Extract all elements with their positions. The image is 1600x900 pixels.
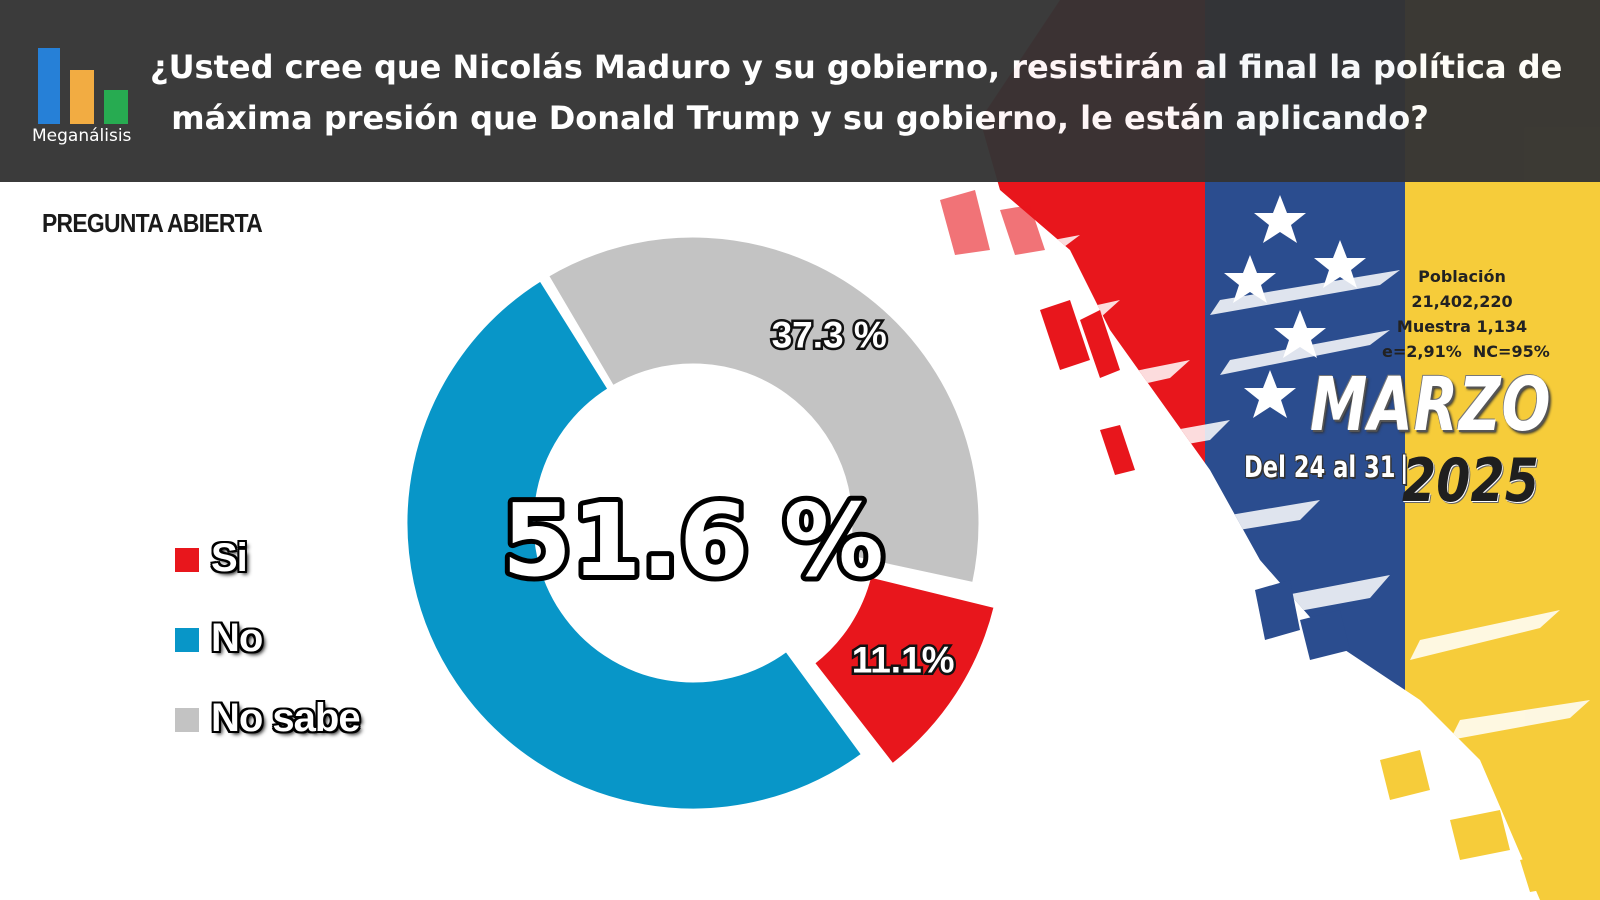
question-title: ¿Usted cree que Nicolás Maduro y su gobi… bbox=[150, 42, 1563, 144]
donut-segment-si bbox=[811, 574, 998, 767]
survey-month: MARZO bbox=[1310, 362, 1552, 448]
star-icon bbox=[1224, 255, 1276, 303]
survey-info: Población 21,402,220 Muestra 1,134 e=2,9… bbox=[1382, 264, 1550, 364]
center-label-no: 51.6 % bbox=[502, 482, 884, 599]
stars-group bbox=[1224, 195, 1366, 418]
brush-stroke bbox=[1410, 610, 1560, 660]
survey-dates: Del 24 al 31 | bbox=[1244, 450, 1408, 484]
logo-bar-blue bbox=[38, 48, 60, 124]
bar-chart-logo-icon: Meganálisis bbox=[30, 40, 140, 150]
question-line-1: ¿Usted cree que Nicolás Maduro y su gobi… bbox=[150, 48, 1563, 86]
donut-segment-no bbox=[404, 277, 865, 812]
star-icon bbox=[1244, 370, 1296, 418]
logo-text: Meganálisis bbox=[32, 126, 132, 146]
population-label: Población bbox=[1418, 267, 1506, 286]
header-bar: Meganálisis ¿Usted cree que Nicolás Madu… bbox=[0, 0, 1600, 182]
logo-bar-orange bbox=[70, 70, 94, 124]
survey-date-range: Del 24 al 31 bbox=[1244, 450, 1396, 484]
brush-stroke bbox=[1220, 330, 1390, 375]
legend-label-si: Si bbox=[211, 536, 248, 580]
legend-swatch-no bbox=[175, 628, 199, 652]
error-confidence: e=2,91% NC=95% bbox=[1382, 342, 1550, 361]
question-type-label: PREGUNTA ABIERTA bbox=[42, 208, 263, 238]
data-label-si: 11.1% bbox=[852, 639, 955, 680]
star-icon bbox=[1314, 240, 1366, 288]
paint-splashes bbox=[940, 190, 1570, 892]
legend-label-no: No bbox=[211, 616, 263, 660]
sample-size: Muestra 1,134 bbox=[1396, 317, 1528, 336]
legend-label-no-sabe: No sabe bbox=[211, 696, 361, 740]
legend-swatch-si bbox=[175, 548, 199, 572]
legend-swatch-no-sabe bbox=[175, 708, 199, 732]
star-icon bbox=[1254, 195, 1306, 243]
brush-stroke bbox=[1450, 700, 1590, 740]
logo-bar-green bbox=[104, 90, 128, 124]
data-label-no-sabe: 37.3 % bbox=[772, 315, 887, 356]
question-line-2: máxima presión que Donald Trump y su gob… bbox=[171, 99, 1429, 137]
donut-segment-no-sabe bbox=[545, 234, 982, 586]
population-value: 21,402,220 bbox=[1411, 292, 1513, 311]
star-icon bbox=[1274, 310, 1326, 358]
survey-year: 2025 bbox=[1402, 446, 1539, 516]
date-separator: | bbox=[1400, 450, 1409, 484]
